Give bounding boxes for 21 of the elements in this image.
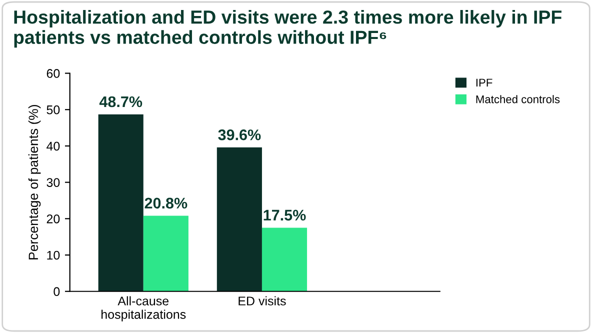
x-tick-label: ED visits bbox=[238, 296, 286, 306]
data-label: 17.5% bbox=[264, 210, 306, 221]
y-tick-label: 30 bbox=[46, 178, 60, 187]
data-label: 48.7% bbox=[99, 96, 142, 108]
legend-label: IPF bbox=[476, 78, 492, 86]
data-label: 39.6% bbox=[218, 129, 261, 140]
y-tick-label: 40 bbox=[46, 142, 60, 151]
y-tick-label: 50 bbox=[46, 105, 60, 114]
y-axis-title: Percentage of patients (%) bbox=[28, 105, 41, 260]
bar bbox=[262, 228, 308, 292]
chart-title: Hospitalization and ED visits were 2.3 times more likely in IPF patients vs matched controls without IPF⁶ bbox=[14, 10, 562, 48]
data-label: 20.8% bbox=[144, 198, 188, 209]
y-tick-label: 10 bbox=[47, 250, 60, 260]
bar bbox=[216, 147, 262, 292]
legend-label: Matched controls bbox=[476, 95, 560, 104]
y-tick-label: 0 bbox=[54, 287, 60, 296]
x-tick-label: All-cause hospitalizations bbox=[102, 296, 186, 322]
bar bbox=[98, 114, 144, 292]
y-tick-label: 20 bbox=[46, 214, 60, 224]
bar bbox=[143, 216, 188, 292]
y-tick-label: 60 bbox=[46, 69, 60, 78]
